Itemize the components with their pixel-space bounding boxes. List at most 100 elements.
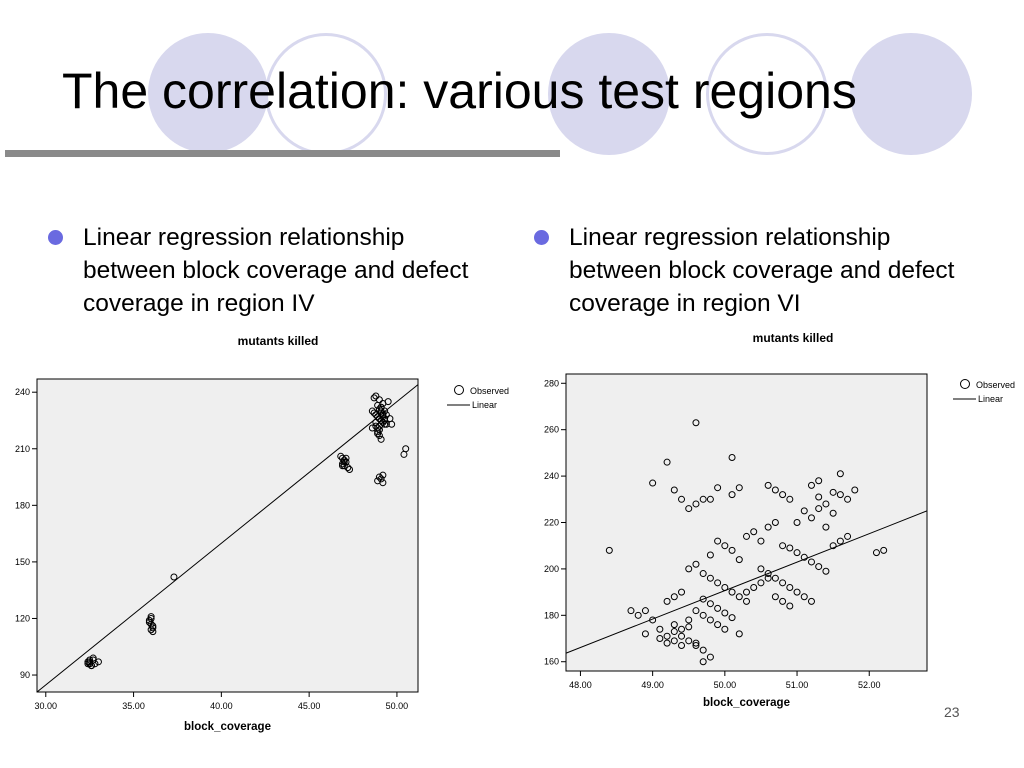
data-point [377,403,385,411]
data-point [86,658,94,666]
data-point [728,491,736,499]
data-point [844,532,852,540]
data-point [692,500,700,508]
data-point [87,662,95,670]
decorative-circle-5 [850,33,972,155]
data-point [779,597,787,605]
data-point [800,507,808,515]
data-point [844,495,852,503]
data-point [699,611,707,619]
data-point [757,565,765,573]
data-point [379,418,387,426]
data-point [714,579,722,587]
legend-observed-label: Observed [470,386,509,396]
data-point [692,560,700,568]
data-point [147,620,155,628]
data-point [793,588,801,596]
data-point [807,597,815,605]
legend-linear-label: Linear [472,400,497,410]
data-point [764,481,772,489]
data-point [786,583,794,591]
y-tick-label: 210 [15,444,30,454]
data-point [149,628,157,636]
data-point [649,479,657,487]
data-point [375,396,383,404]
data-point [692,641,700,649]
y-tick-label: 240 [15,387,30,397]
data-point [880,546,888,554]
data-point [86,656,94,664]
y-tick-label: 90 [20,670,30,680]
bullet-text: Linear regression relationship between b… [569,224,955,317]
data-point [836,537,844,545]
data-point [377,407,385,415]
data-point [149,624,157,632]
data-point [706,551,714,559]
data-point [699,646,707,654]
regression-line [37,384,418,692]
data-point [743,588,750,596]
data-point [372,418,380,426]
data-point [145,616,153,624]
x-axis-label: block_coverage [703,697,790,709]
data-point [379,479,387,487]
data-point [678,625,686,633]
y-tick-label: 180 [544,610,559,620]
data-point [699,570,707,578]
data-point [402,445,410,453]
data-point [692,607,700,615]
data-point [149,622,157,630]
data-point [771,486,779,494]
data-point [678,632,686,640]
plot-area [36,378,419,693]
data-point [84,658,92,666]
data-point [382,420,390,428]
data-point [836,491,844,499]
data-point [851,486,859,494]
data-point [836,470,844,478]
data-point [377,403,385,411]
data-point [377,475,385,483]
chart-title: mutants killed [753,331,834,345]
x-tick-label: 50.00 [386,701,409,711]
data-point [374,401,382,409]
data-point [699,495,707,503]
data-point [786,495,794,503]
data-point [340,458,348,466]
data-point [822,567,830,575]
data-point [800,553,808,561]
data-point [743,532,750,540]
x-tick-label: 35.00 [122,701,145,711]
data-point [145,618,153,626]
data-point [374,428,382,436]
data-point [815,477,823,485]
data-point [379,418,387,426]
data-point [375,426,383,434]
data-point [779,491,787,499]
data-point [340,462,348,470]
data-point [372,411,380,419]
data-point [807,558,815,566]
page-number: 23 [944,704,960,720]
data-point [370,394,378,402]
x-tick-label: 51.00 [786,680,809,690]
data-point [699,595,707,603]
data-point [692,419,700,427]
data-point [641,607,649,615]
bullet-region-iv: Linear regression relationship between b… [48,221,503,320]
data-point [685,565,693,573]
data-point [400,450,408,458]
data-point [735,593,743,601]
data-point [750,528,758,536]
data-point [699,658,707,666]
data-point [822,523,830,531]
data-point [340,456,348,464]
data-point [379,411,387,419]
data-point [147,614,155,622]
data-point [678,495,686,503]
data-point [374,424,382,432]
data-point [670,593,678,601]
x-tick-label: 50.00 [714,680,737,690]
data-point [779,542,787,550]
data-point [649,616,657,624]
